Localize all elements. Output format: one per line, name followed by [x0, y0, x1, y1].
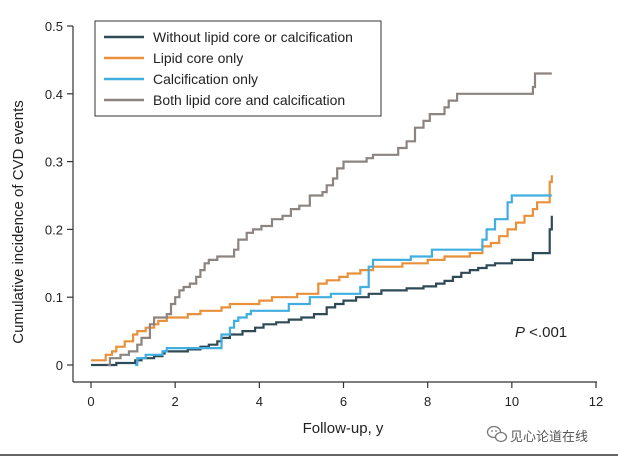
x-tick-label: 6 [340, 394, 347, 409]
y-tick-label: 0.5 [45, 19, 63, 34]
wechat-icon [486, 425, 508, 443]
x-tick-label: 10 [505, 394, 519, 409]
x-tick-label: 0 [87, 394, 94, 409]
y-tick-label: 0.4 [45, 87, 63, 102]
y-tick-label: 0 [56, 358, 63, 373]
series-line-without-lipid-calcification [91, 215, 553, 367]
x-tick-label: 4 [256, 394, 263, 409]
series-lines [91, 72, 553, 367]
legend-label-calcification: Calcification only [153, 71, 258, 87]
series-line-both [107, 72, 552, 367]
y-tick-label: 0.3 [45, 155, 63, 170]
y-ticks: 0 0.1 0.2 0.3 0.4 0.5 [45, 19, 73, 373]
x-ticks: 0 2 4 6 8 10 12 [87, 382, 603, 409]
series-line-calcification [135, 194, 552, 367]
legend: Without lipid core or calcification Lipi… [94, 20, 382, 117]
x-tick-label: 8 [424, 394, 431, 409]
legend-label-lipid-core: Lipid core only [153, 50, 243, 66]
legend-label-both: Both lipid core and calcification [153, 92, 345, 108]
x-axis-title: Follow-up, y [303, 420, 384, 437]
p-value-text: <.001 [525, 324, 567, 341]
y-axis-title: Cumulative incidence of CVD events [10, 100, 27, 343]
x-tick-label: 12 [589, 394, 603, 409]
watermark-text: 见心论道在线 [510, 430, 588, 445]
watermark: 见心论道在线 [486, 425, 588, 445]
y-tick-label: 0.1 [45, 290, 63, 305]
p-value-symbol: P [515, 324, 525, 341]
y-tick-label: 0.2 [45, 222, 63, 237]
axes-group [72, 26, 597, 383]
p-value-annotation: P <.001 [515, 324, 567, 341]
series-line-lipid-core [91, 175, 553, 362]
x-tick-label: 2 [172, 394, 179, 409]
legend-label-without-lipid-calcification: Without lipid core or calcification [153, 29, 353, 45]
